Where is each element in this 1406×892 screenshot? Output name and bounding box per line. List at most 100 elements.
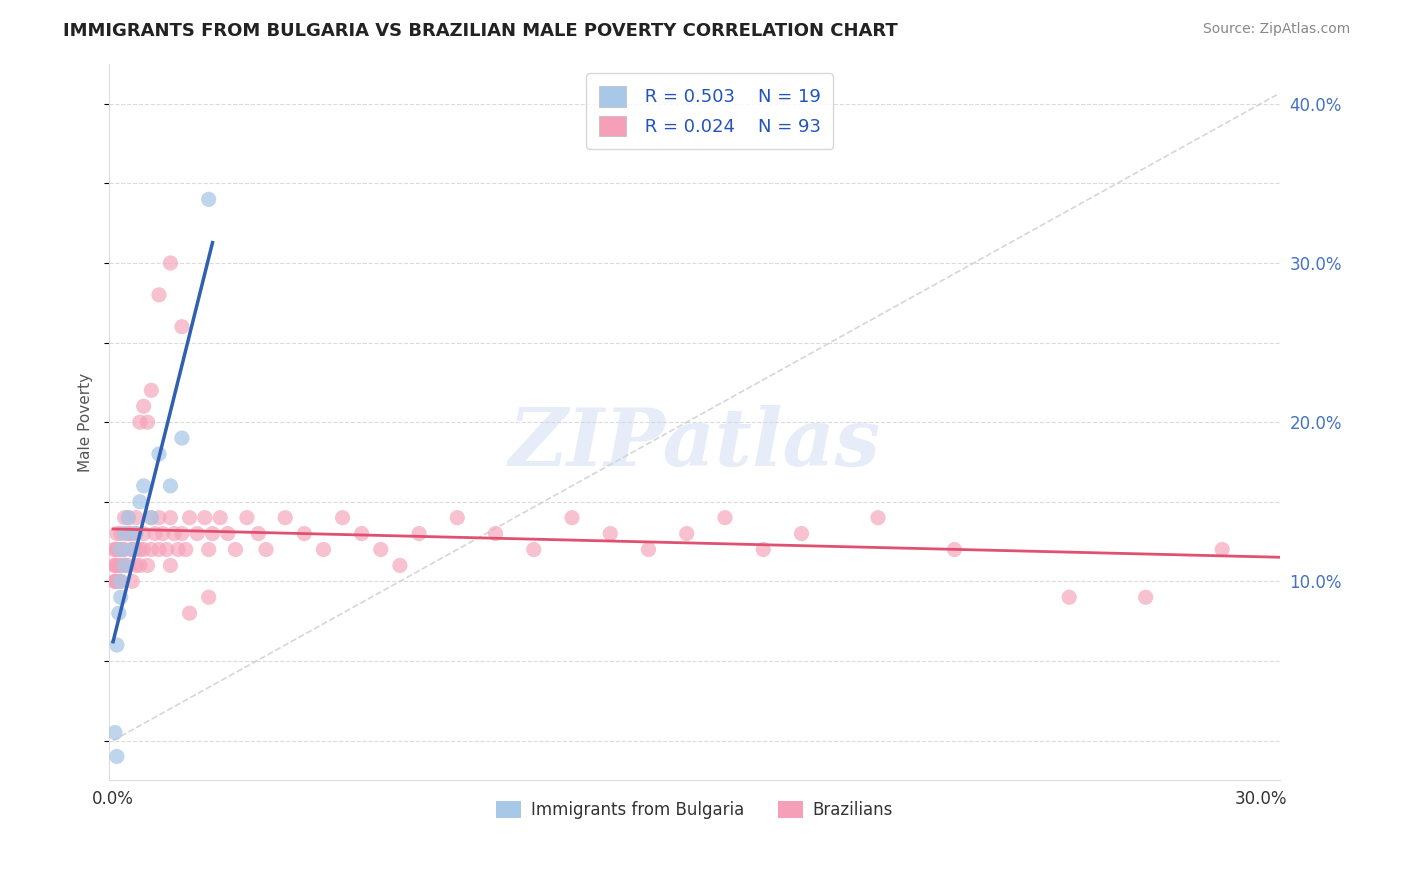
Point (312, 542, 335, 557)
Point (714, 510, 737, 524)
Point (143, 526, 166, 541)
Point (105, 638, 128, 652)
Point (104, 574, 127, 589)
Point (105, 574, 128, 589)
Point (484, 526, 506, 541)
Point (110, 526, 132, 541)
Point (110, 542, 132, 557)
Point (170, 431, 193, 445)
Point (159, 510, 181, 524)
Y-axis label: Male Poverty: Male Poverty (79, 373, 93, 472)
Point (159, 479, 181, 493)
Point (159, 558, 181, 573)
Point (148, 542, 170, 557)
Point (110, 574, 132, 589)
Point (105, 526, 128, 541)
Point (1211, 542, 1233, 557)
Point (103, 542, 125, 557)
Point (110, 574, 132, 589)
Point (125, 542, 148, 557)
Point (107, 606, 129, 620)
Point (254, 542, 277, 557)
Point (943, 542, 966, 557)
Point (121, 526, 143, 541)
Point (110, 558, 132, 573)
Point (104, 558, 127, 573)
Point (148, 447, 170, 461)
Point (104, 725, 127, 739)
Point (637, 542, 659, 557)
Point (350, 526, 373, 541)
Point (197, 591, 219, 605)
Point (136, 558, 159, 573)
Point (194, 510, 217, 524)
Point (121, 542, 143, 557)
Point (125, 510, 148, 524)
Point (114, 510, 136, 524)
Point (159, 256, 181, 270)
Legend: Immigrants from Bulgaria, Brazilians: Immigrants from Bulgaria, Brazilians (489, 794, 900, 826)
Point (128, 495, 150, 509)
Point (148, 510, 170, 524)
Point (114, 558, 136, 573)
Point (1057, 591, 1080, 605)
Point (105, 558, 128, 573)
Point (148, 288, 170, 302)
Point (247, 526, 270, 541)
Point (125, 558, 148, 573)
Point (197, 192, 219, 206)
Point (1135, 591, 1157, 605)
Point (274, 510, 297, 524)
Point (117, 526, 139, 541)
Point (179, 606, 201, 620)
Point (174, 542, 197, 557)
Point (121, 542, 143, 557)
Point (117, 526, 139, 541)
Point (117, 510, 139, 524)
Point (141, 510, 163, 524)
Point (156, 542, 179, 557)
Point (170, 526, 193, 541)
Point (209, 510, 232, 524)
Point (136, 415, 159, 429)
Point (107, 574, 129, 589)
Text: ZIPatlas: ZIPatlas (509, 405, 880, 483)
Point (117, 510, 139, 524)
Point (152, 526, 174, 541)
Point (236, 510, 259, 524)
Point (224, 542, 246, 557)
Point (128, 558, 150, 573)
Point (121, 574, 143, 589)
Point (128, 415, 150, 429)
Point (675, 526, 697, 541)
Point (103, 558, 125, 573)
Point (163, 526, 186, 541)
Point (121, 542, 143, 557)
Point (141, 384, 163, 398)
Point (132, 399, 155, 413)
Point (110, 542, 132, 557)
Point (132, 479, 155, 493)
Point (125, 526, 148, 541)
Point (117, 558, 139, 573)
Point (111, 542, 134, 557)
Point (105, 542, 128, 557)
Point (217, 526, 239, 541)
Point (186, 526, 208, 541)
Point (114, 542, 136, 557)
Point (523, 542, 546, 557)
Point (599, 526, 621, 541)
Point (170, 319, 193, 334)
Point (114, 526, 136, 541)
Point (110, 591, 132, 605)
Point (141, 510, 163, 524)
Point (370, 542, 392, 557)
Text: IMMIGRANTS FROM BULGARIA VS BRAZILIAN MALE POVERTY CORRELATION CHART: IMMIGRANTS FROM BULGARIA VS BRAZILIAN MA… (63, 22, 898, 40)
Point (141, 542, 163, 557)
Point (132, 542, 155, 557)
Point (388, 558, 411, 573)
Point (790, 526, 813, 541)
Point (866, 510, 889, 524)
Point (114, 558, 136, 573)
Point (132, 526, 155, 541)
